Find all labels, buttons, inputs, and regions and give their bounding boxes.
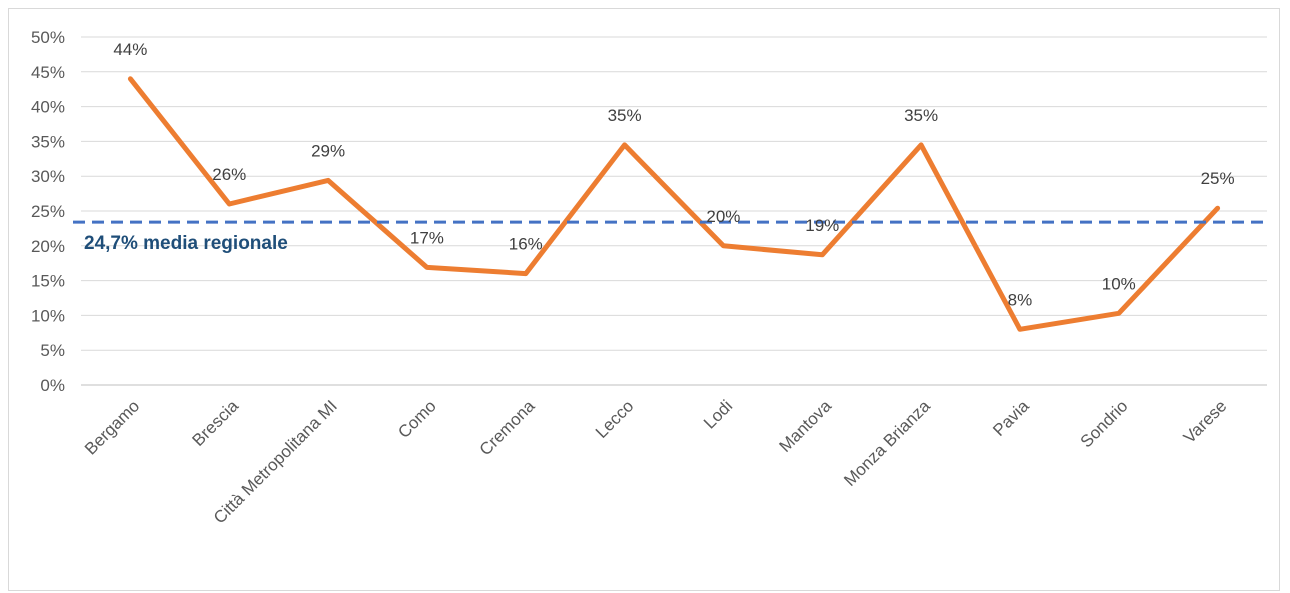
x-tick-label: Brescia — [189, 396, 243, 450]
chart-frame — [8, 8, 1280, 591]
x-tick-label: Varese — [1180, 396, 1231, 447]
y-axis: 0% 5% 10% 15% 20% 25% 30% 35% 40% 45% 50% — [31, 28, 65, 395]
y-tick-label: 30% — [31, 167, 65, 186]
y-tick-label: 35% — [31, 132, 65, 151]
series-line — [127, 76, 1221, 332]
data-labels: 44% 26% 29% 17% 16% 35% 20% 19% 35% 8% 10% 25% — [113, 40, 1234, 310]
y-tick-label: 20% — [31, 237, 65, 256]
data-label: 8% — [1008, 290, 1033, 309]
y-tick-label: 25% — [31, 202, 65, 221]
y-tick-label: 0% — [40, 376, 65, 395]
x-tick-label: Lecco — [592, 396, 638, 442]
y-tick-label: 10% — [31, 306, 65, 325]
data-label: 20% — [706, 207, 740, 226]
x-tick-label: Lodi — [700, 396, 736, 432]
y-tick-label: 15% — [31, 272, 65, 291]
x-tick-label: Como — [394, 396, 440, 442]
grid-layer — [81, 36, 1267, 386]
x-tick-label: Mantova — [776, 396, 836, 456]
data-label: 10% — [1102, 274, 1136, 293]
reference-label: 24,7% media regionale — [84, 233, 288, 254]
data-label: 35% — [608, 106, 642, 125]
y-tick-label: 50% — [31, 28, 65, 47]
y-tick-label: 45% — [31, 63, 65, 82]
data-label: 29% — [311, 141, 345, 160]
y-tick-label: 40% — [31, 98, 65, 117]
x-tick-label: Cremona — [476, 396, 539, 459]
data-label: 16% — [509, 235, 543, 254]
data-label: 35% — [904, 106, 938, 125]
data-label: 26% — [212, 165, 246, 184]
data-label: 19% — [805, 216, 839, 235]
data-label: 25% — [1201, 169, 1235, 188]
data-label: 17% — [410, 228, 444, 247]
x-tick-label: Sondrio — [1077, 396, 1132, 451]
y-tick-label: 5% — [40, 341, 65, 360]
reference-layer: 24,7% media regionale — [73, 220, 1267, 254]
series-layer — [127, 76, 1221, 332]
x-tick-label: Monza Brianza — [840, 396, 934, 490]
x-tick-label: Pavia — [989, 396, 1033, 440]
x-tick-label: Bergamo — [81, 396, 143, 458]
data-label: 44% — [113, 40, 147, 59]
